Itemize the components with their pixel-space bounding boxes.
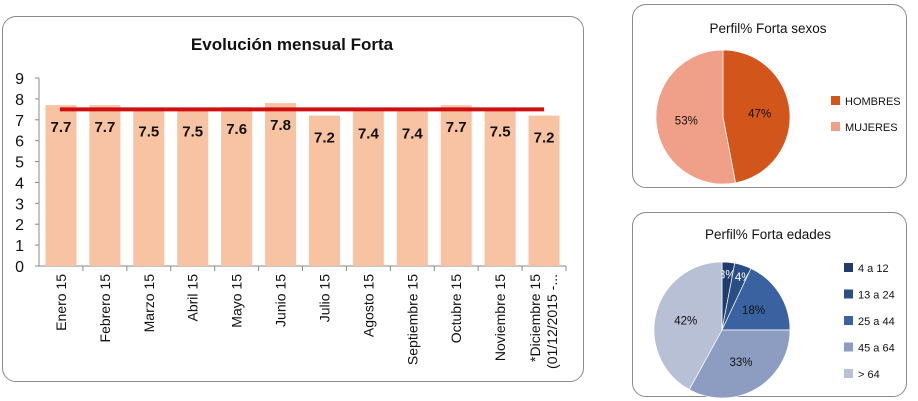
pie-data-label: 53% [675, 115, 698, 127]
legend-swatch [844, 263, 853, 272]
pie-slice [721, 268, 791, 331]
y-tick-label: 4 [15, 175, 24, 192]
x-tick-label: Octubre 15 [448, 274, 464, 343]
pie-data-label: 47% [748, 109, 771, 121]
y-tick-label: 1 [15, 238, 24, 255]
bar [177, 109, 209, 266]
y-tick-label: 0 [15, 259, 24, 276]
x-tick-label: Enero 15 [53, 274, 69, 331]
legend-label: HOMBRES [845, 96, 901, 108]
pie-title: Perfil% Forta edades [705, 227, 831, 242]
data-label: 7.5 [138, 123, 159, 140]
data-label: 7.5 [182, 123, 203, 140]
legend-label: 45 a 64 [858, 343, 895, 355]
bar [221, 107, 253, 266]
pie-slice [653, 261, 723, 391]
data-label: 7.4 [358, 125, 380, 142]
bar [440, 105, 472, 267]
y-tick-label: 7 [15, 113, 24, 130]
x-tick-label: Agosto 15 [360, 274, 376, 337]
pie-slice [655, 49, 736, 185]
bar [308, 115, 340, 266]
legend-label: 13 a 24 [858, 290, 895, 302]
y-tick-label: 8 [15, 92, 24, 109]
data-label: 7.7 [446, 119, 467, 136]
legend-label: > 64 [858, 369, 880, 381]
y-tick-label: 2 [15, 217, 24, 234]
data-label: 7.6 [226, 121, 247, 138]
pie-data-label: 3% [719, 269, 736, 281]
y-tick-label: 3 [15, 196, 24, 213]
bar [265, 103, 297, 266]
data-label: 7.5 [490, 123, 511, 140]
legend-label: 4 a 12 [858, 263, 889, 275]
legend-swatch [831, 96, 840, 105]
x-tick-label: Marzo 15 [141, 274, 157, 333]
data-label: 7.2 [534, 130, 555, 147]
x-tick-label: Abril 15 [185, 274, 201, 322]
legend-swatch [844, 289, 853, 299]
data-label: 7.4 [402, 125, 424, 142]
data-label: 7.7 [51, 119, 72, 136]
x-tick-label: (01/12/2015 -... [544, 274, 560, 369]
y-tick-label: 6 [15, 134, 24, 151]
data-label: 7.7 [94, 119, 115, 136]
legend-swatch [844, 342, 853, 352]
bar [133, 109, 165, 266]
x-tick-label: *Diciembre 15 [527, 274, 543, 362]
bar [528, 115, 560, 266]
bar [45, 105, 77, 267]
pie-data-label: 42% [674, 316, 697, 328]
pie-data-label: 33% [730, 357, 753, 369]
x-tick-label: Septiembre 15 [404, 274, 420, 365]
bar [89, 105, 121, 267]
legend-swatch [831, 122, 840, 131]
x-tick-label: Mayo 15 [229, 274, 245, 328]
legend-swatch [844, 369, 853, 378]
data-label: 7.8 [270, 117, 291, 134]
legend-label: 25 a 44 [858, 316, 895, 328]
x-tick-label: Febrero 15 [97, 274, 113, 343]
y-tick-label: 5 [15, 155, 24, 172]
pie-data-label: 18% [742, 305, 765, 317]
data-label: 7.2 [314, 130, 335, 147]
pie-title: Perfil% Forta sexos [709, 21, 826, 36]
bar [352, 111, 384, 266]
x-tick-label: Julio 15 [316, 274, 332, 322]
pie-slice [688, 329, 791, 399]
x-tick-label: Noviembre 15 [492, 274, 508, 361]
bar [484, 109, 516, 266]
pie-slice [722, 49, 791, 184]
x-tick-label: Junio 15 [273, 274, 289, 327]
legend-label: MUJERES [845, 122, 898, 134]
chart-title: Evolución mensual Forta [191, 35, 394, 54]
legend-swatch [844, 316, 853, 325]
bar [396, 111, 428, 266]
y-tick-label: 9 [15, 71, 24, 88]
